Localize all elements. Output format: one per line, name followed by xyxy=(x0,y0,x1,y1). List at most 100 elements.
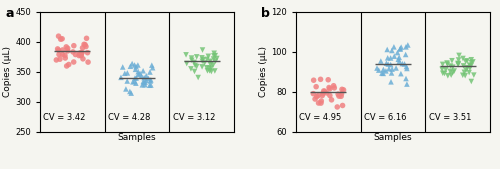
Point xyxy=(132,68,140,71)
Point xyxy=(148,64,156,67)
Point xyxy=(62,65,70,67)
Text: CV = 4.28: CV = 4.28 xyxy=(108,113,150,122)
Point xyxy=(378,72,386,75)
Point xyxy=(213,57,221,60)
Point xyxy=(448,71,456,74)
Point xyxy=(461,74,469,77)
Point xyxy=(146,71,154,73)
Point xyxy=(444,63,452,66)
Point xyxy=(211,70,219,72)
Point xyxy=(396,48,404,50)
Point xyxy=(460,71,468,74)
Point xyxy=(207,67,215,69)
Point xyxy=(190,61,198,64)
Point xyxy=(82,45,90,48)
Point xyxy=(134,73,142,76)
Point xyxy=(187,68,195,70)
Point xyxy=(338,92,345,95)
X-axis label: Samples: Samples xyxy=(118,133,156,142)
Point xyxy=(313,95,321,98)
Point xyxy=(126,90,134,93)
Point xyxy=(117,76,125,79)
Point xyxy=(394,51,402,54)
Point xyxy=(77,54,85,57)
Point xyxy=(69,51,77,53)
Point xyxy=(198,60,206,63)
Point xyxy=(317,102,325,104)
Point xyxy=(337,95,345,98)
Point xyxy=(84,51,92,54)
Point xyxy=(198,49,206,51)
Point xyxy=(206,60,214,63)
Point xyxy=(402,53,409,56)
Point xyxy=(80,43,88,46)
Point xyxy=(136,72,144,75)
Point xyxy=(142,79,150,82)
Point xyxy=(75,54,83,57)
Point xyxy=(204,69,212,72)
Point xyxy=(398,62,406,65)
Point xyxy=(459,57,467,60)
Point xyxy=(208,70,216,73)
Point xyxy=(403,67,411,70)
Point xyxy=(140,76,148,79)
Point xyxy=(310,79,318,82)
Point xyxy=(203,58,211,61)
Point xyxy=(310,92,318,95)
Point xyxy=(124,71,132,74)
Point xyxy=(182,54,190,56)
Point xyxy=(392,67,400,69)
Point xyxy=(444,75,452,77)
Point xyxy=(198,66,206,68)
Point xyxy=(138,75,145,77)
Point xyxy=(54,49,62,52)
Point xyxy=(79,57,87,60)
Point xyxy=(72,53,80,56)
Point xyxy=(311,98,319,100)
Point xyxy=(385,67,393,70)
Point xyxy=(448,66,456,68)
Point xyxy=(326,88,334,90)
Point xyxy=(70,61,78,63)
Point xyxy=(324,78,332,81)
Point xyxy=(443,62,451,64)
Point xyxy=(147,79,155,81)
Point xyxy=(54,35,62,38)
Point xyxy=(382,69,390,72)
Point xyxy=(390,55,398,57)
Text: CV = 3.51: CV = 3.51 xyxy=(428,113,471,122)
Point xyxy=(468,80,475,83)
Point xyxy=(340,89,347,91)
Point xyxy=(54,47,62,50)
Point xyxy=(61,54,69,57)
Point xyxy=(465,71,473,74)
Point xyxy=(127,92,135,94)
Point xyxy=(188,57,196,59)
Point xyxy=(146,80,154,82)
Point xyxy=(58,49,66,51)
Point xyxy=(438,63,446,66)
Point xyxy=(77,54,85,56)
Point xyxy=(320,90,328,92)
Point xyxy=(335,95,343,98)
Point xyxy=(134,70,142,73)
Point xyxy=(204,55,212,58)
Point xyxy=(446,65,454,67)
Point xyxy=(192,56,200,58)
Point xyxy=(210,52,218,55)
Point xyxy=(64,63,72,66)
Text: CV = 3.12: CV = 3.12 xyxy=(172,113,215,122)
Point xyxy=(122,88,130,90)
Point xyxy=(375,69,383,71)
Point xyxy=(61,57,69,59)
Point xyxy=(140,81,148,84)
Point xyxy=(139,69,147,72)
Point xyxy=(130,80,138,83)
Point xyxy=(338,104,346,107)
Point xyxy=(388,49,396,52)
Point xyxy=(446,70,454,73)
Point xyxy=(396,60,404,63)
Point xyxy=(463,59,471,62)
Point xyxy=(395,56,403,59)
Point xyxy=(64,50,72,52)
